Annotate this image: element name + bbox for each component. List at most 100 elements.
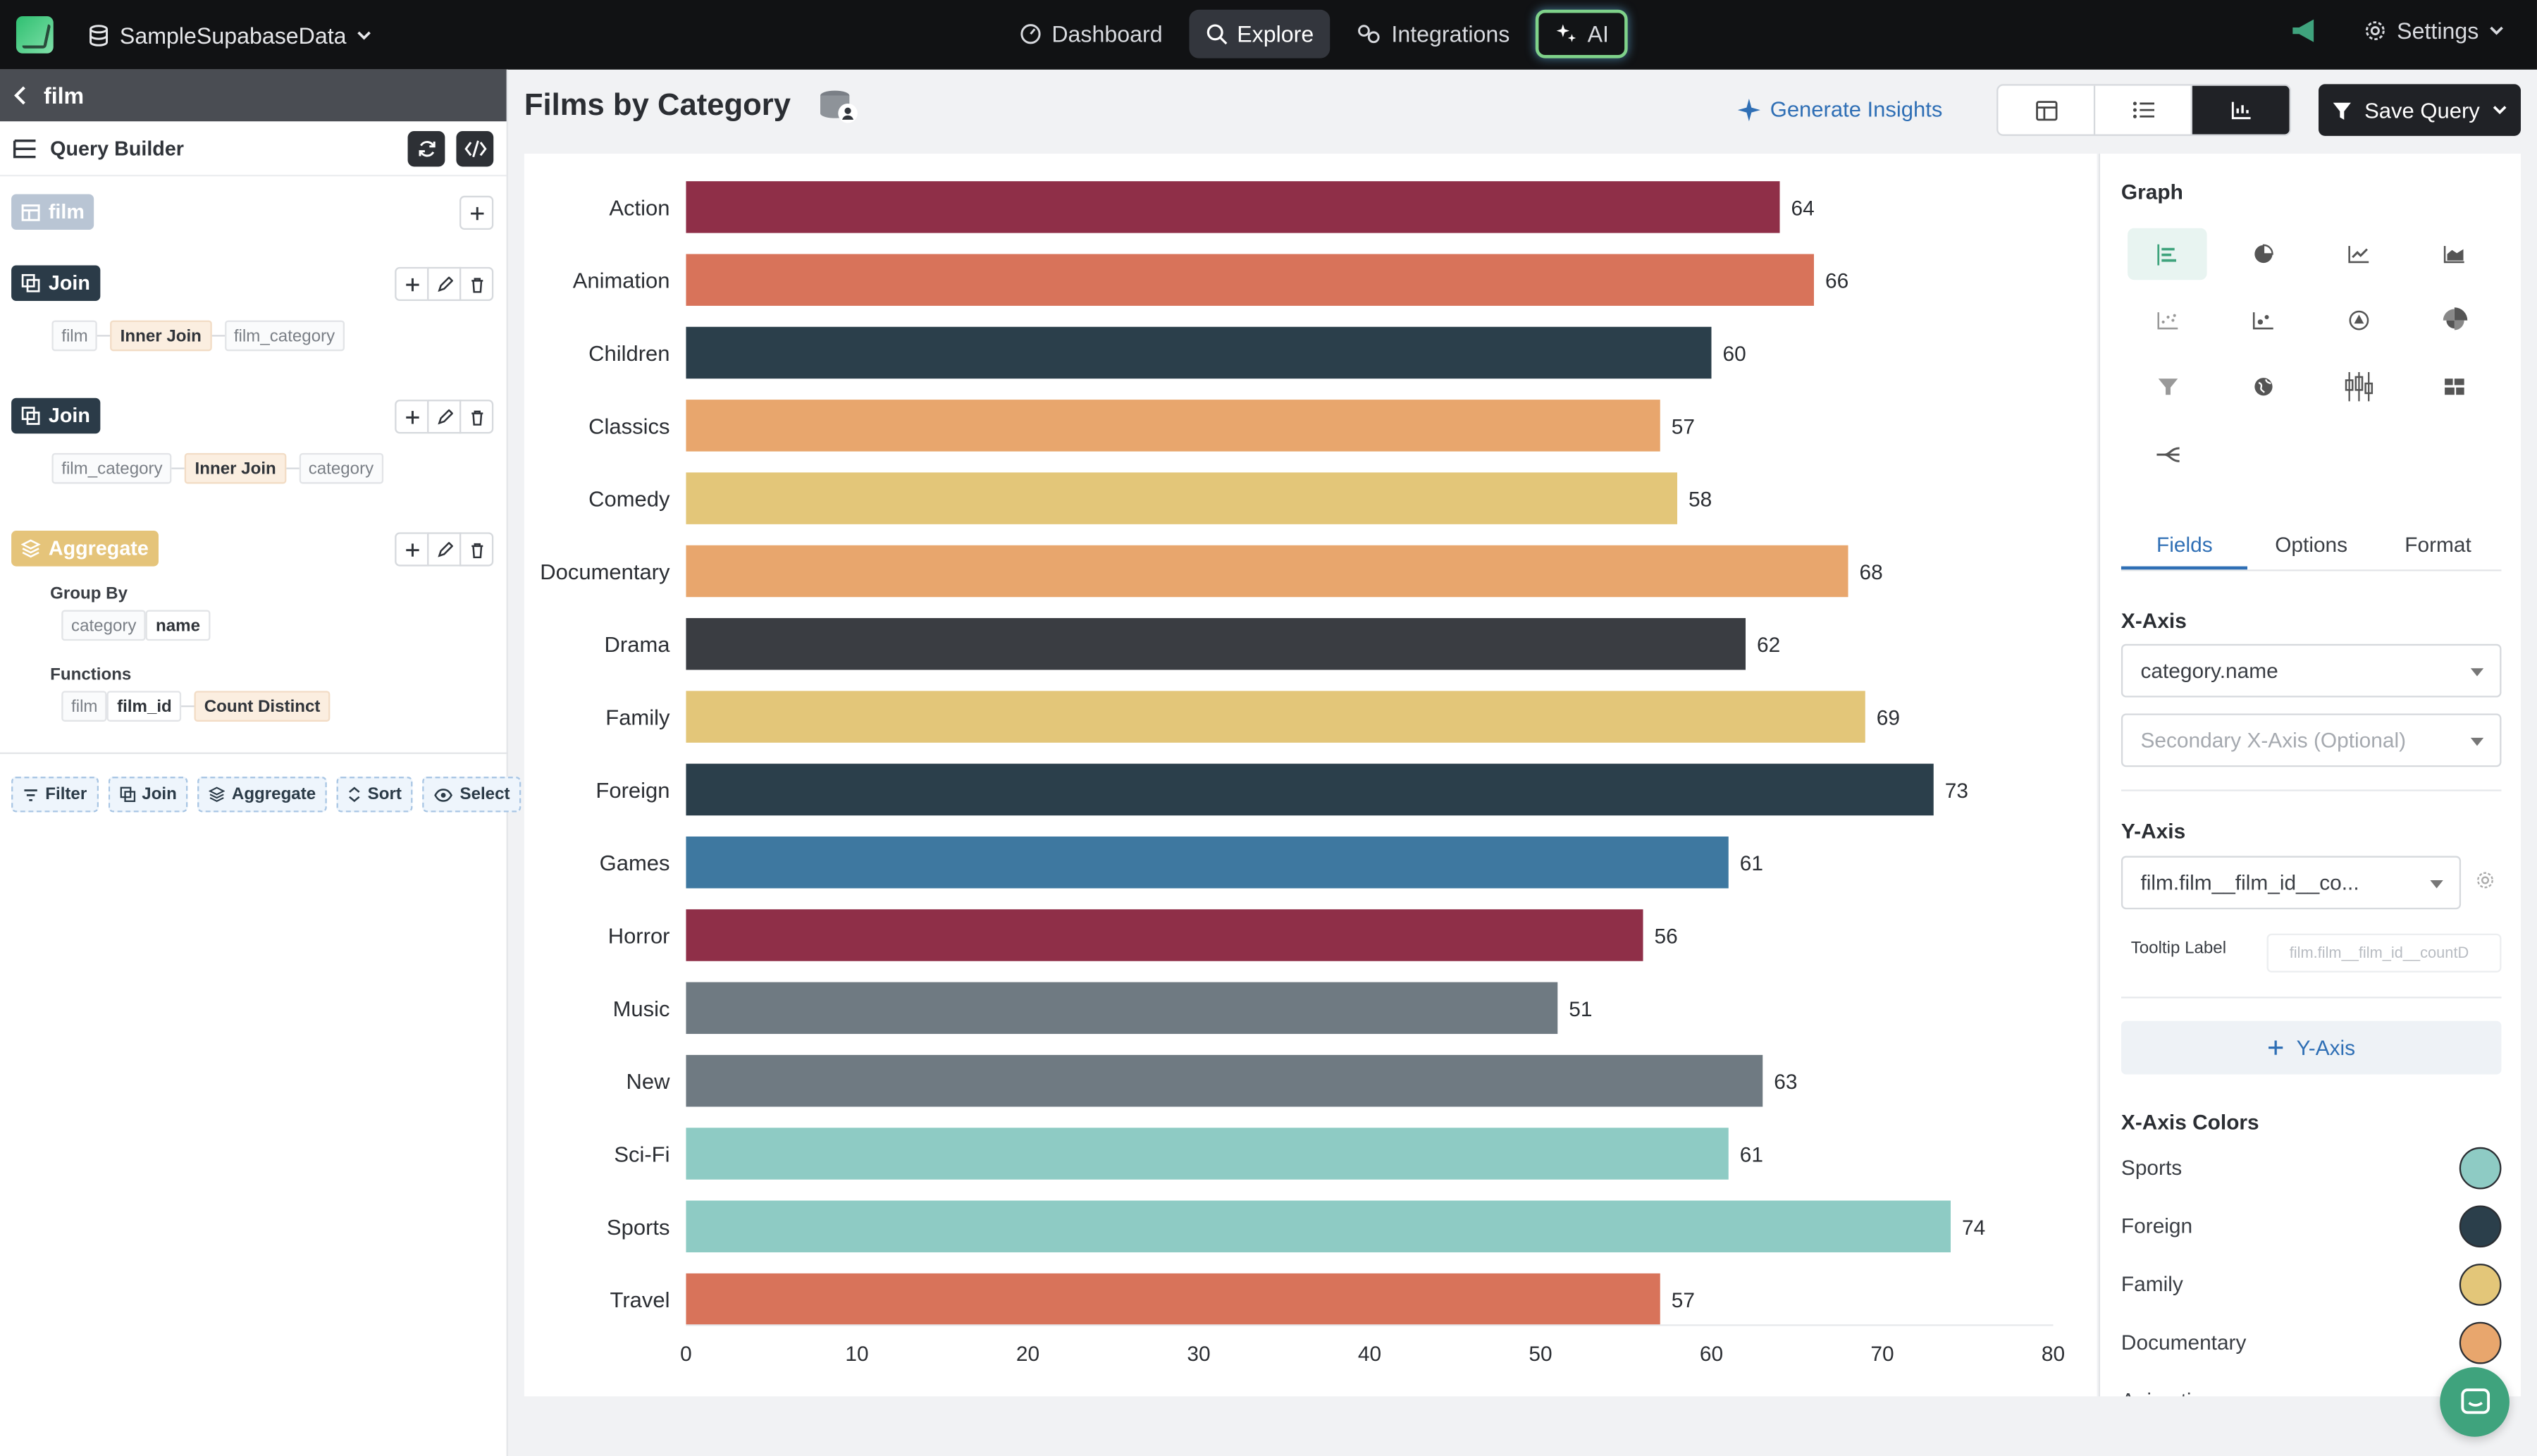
chart-type-boxplot[interactable] — [2319, 361, 2397, 412]
view-toggle — [1996, 84, 2291, 136]
chart-config-panel: Graph — [2098, 154, 2521, 1397]
bar-animation[interactable] — [686, 254, 1814, 306]
join-1-left-table[interactable]: film — [51, 320, 98, 352]
table-tag[interactable]: film — [11, 194, 94, 230]
add-filter-button[interactable]: Filter — [11, 777, 99, 813]
chart-type-bubble[interactable] — [2223, 295, 2302, 346]
bar-documentary[interactable] — [686, 545, 1848, 598]
chart-type-sankey[interactable] — [2128, 428, 2206, 480]
settings-button[interactable]: Settings — [2364, 18, 2505, 44]
y-axis-select[interactable]: film.film__film_id__co... — [2121, 856, 2462, 910]
table-view-button[interactable] — [1998, 85, 2096, 135]
integrations-icon — [1357, 25, 1380, 44]
code-view-button[interactable] — [456, 130, 494, 166]
color-swatch[interactable] — [2459, 1205, 2502, 1248]
chart-type-pie[interactable] — [2223, 228, 2302, 280]
chart-type-area[interactable] — [2414, 228, 2493, 280]
eye-icon — [434, 787, 453, 801]
tab-fields[interactable]: Fields — [2121, 529, 2248, 570]
function-field[interactable]: film film_id Count Distinct — [61, 691, 331, 722]
chart-type-bar[interactable] — [2128, 228, 2207, 280]
join-2-left-table[interactable]: film_category — [51, 452, 173, 484]
generate-insights-button[interactable]: Generate Insights — [1737, 97, 1942, 121]
join-1-type[interactable]: Inner Join — [110, 320, 211, 352]
join-tag-1[interactable]: Join — [11, 265, 100, 302]
tab-options[interactable]: Options — [2275, 532, 2348, 557]
bar-chart[interactable]: Action 64 Animation 66 Children 60 Classics 57 C… — [524, 154, 2097, 1396]
add-step-button[interactable] — [459, 195, 494, 230]
join-2-delete-button[interactable] — [459, 400, 494, 434]
join-2-type[interactable]: Inner Join — [185, 452, 286, 484]
bar-sci-fi[interactable] — [686, 1128, 1729, 1180]
nav-integrations[interactable]: Integrations — [1340, 10, 1526, 58]
sankey-icon — [2156, 447, 2179, 462]
chart-view-button[interactable] — [2192, 85, 2290, 135]
save-query-button[interactable]: Save Query — [2319, 84, 2521, 136]
chart-type-funnel[interactable] — [2128, 361, 2206, 412]
bar-drama[interactable] — [686, 618, 1746, 670]
refresh-button[interactable] — [407, 130, 445, 166]
group-by-field[interactable]: category name — [61, 610, 210, 641]
chart-type-line[interactable] — [2319, 228, 2397, 280]
join-1-delete-button[interactable] — [459, 266, 494, 302]
bar-horror[interactable] — [686, 909, 1643, 961]
chart-type-treemap[interactable] — [2414, 361, 2493, 412]
database-user-icon[interactable] — [817, 87, 859, 126]
aggregate-delete-button[interactable] — [459, 532, 494, 567]
color-swatch[interactable] — [2459, 1321, 2502, 1364]
bar-music[interactable] — [686, 982, 1558, 1035]
tooltip-label-input[interactable]: film.film__film_id__countD — [2266, 933, 2502, 973]
color-swatch[interactable] — [2459, 1147, 2502, 1190]
color-swatch[interactable] — [2459, 1264, 2502, 1306]
join-1-add-button[interactable] — [395, 266, 429, 302]
announcement-icon[interactable] — [2290, 18, 2323, 44]
join-2-add-button[interactable] — [395, 400, 429, 434]
add-select-button[interactable]: Select — [422, 777, 521, 813]
bar-children[interactable] — [686, 326, 1712, 379]
join-2-right-table[interactable]: category — [298, 452, 383, 484]
data-label-music: 51 — [1569, 998, 1592, 1021]
join-1-edit-button[interactable] — [427, 266, 462, 302]
color-row-name: Sports — [2121, 1154, 2183, 1179]
tab-format[interactable]: Format — [2405, 532, 2471, 557]
nav-dashboard[interactable]: Dashboard — [1003, 10, 1178, 58]
chart-type-scatter[interactable] — [2128, 295, 2206, 346]
bar-comedy[interactable] — [686, 472, 1677, 524]
app-logo[interactable] — [16, 16, 54, 54]
bar-games[interactable] — [686, 836, 1729, 889]
bar-family[interactable] — [686, 691, 1865, 743]
secondary-x-axis-select[interactable]: Secondary X-Axis (Optional) — [2121, 713, 2502, 767]
top-bar: SampleSupabaseData Dashboard Explore Int… — [0, 0, 2537, 70]
nav-explore[interactable]: Explore — [1188, 9, 1331, 58]
aggregate-edit-button[interactable] — [427, 532, 462, 567]
x-axis-select[interactable]: category.name — [2121, 643, 2502, 698]
list-view-button[interactable] — [2095, 85, 2192, 135]
database-selector[interactable]: SampleSupabaseData — [87, 18, 372, 54]
aggregate-tag[interactable]: Aggregate — [11, 531, 159, 567]
add-join-button[interactable]: Join — [108, 777, 188, 813]
bar-foreign[interactable] — [686, 763, 1934, 816]
join-tag-2[interactable]: Join — [11, 397, 100, 434]
chart-type-polar[interactable] — [2414, 295, 2493, 346]
bar-travel[interactable] — [686, 1273, 1660, 1326]
chart-type-map[interactable] — [2223, 361, 2302, 412]
category-label-sci-fi: Sci-Fi — [614, 1142, 669, 1166]
back-to-table[interactable]: film — [0, 69, 507, 122]
chart-type-radar[interactable] — [2319, 295, 2397, 346]
aggregate-add-button[interactable] — [395, 532, 429, 567]
join-2-edit-button[interactable] — [427, 400, 462, 434]
bar-action[interactable] — [686, 181, 1780, 233]
pencil-icon — [437, 408, 452, 424]
chat-support-button[interactable] — [2440, 1367, 2510, 1437]
bar-sports[interactable] — [686, 1200, 1951, 1253]
add-y-axis-button[interactable]: Y-Axis — [2121, 1020, 2502, 1075]
join-1-right-table[interactable]: film_category — [224, 320, 345, 352]
nav-ai[interactable]: AI — [1536, 9, 1629, 58]
y-axis-settings-button[interactable] — [2471, 865, 2500, 894]
add-sort-button[interactable]: Sort — [337, 777, 413, 813]
bar-new[interactable] — [686, 1054, 1763, 1107]
functions-label: Functions — [50, 665, 132, 685]
add-aggregate-button[interactable]: Aggregate — [197, 777, 328, 813]
sort-label: Sort — [367, 784, 402, 805]
bar-classics[interactable] — [686, 400, 1660, 452]
